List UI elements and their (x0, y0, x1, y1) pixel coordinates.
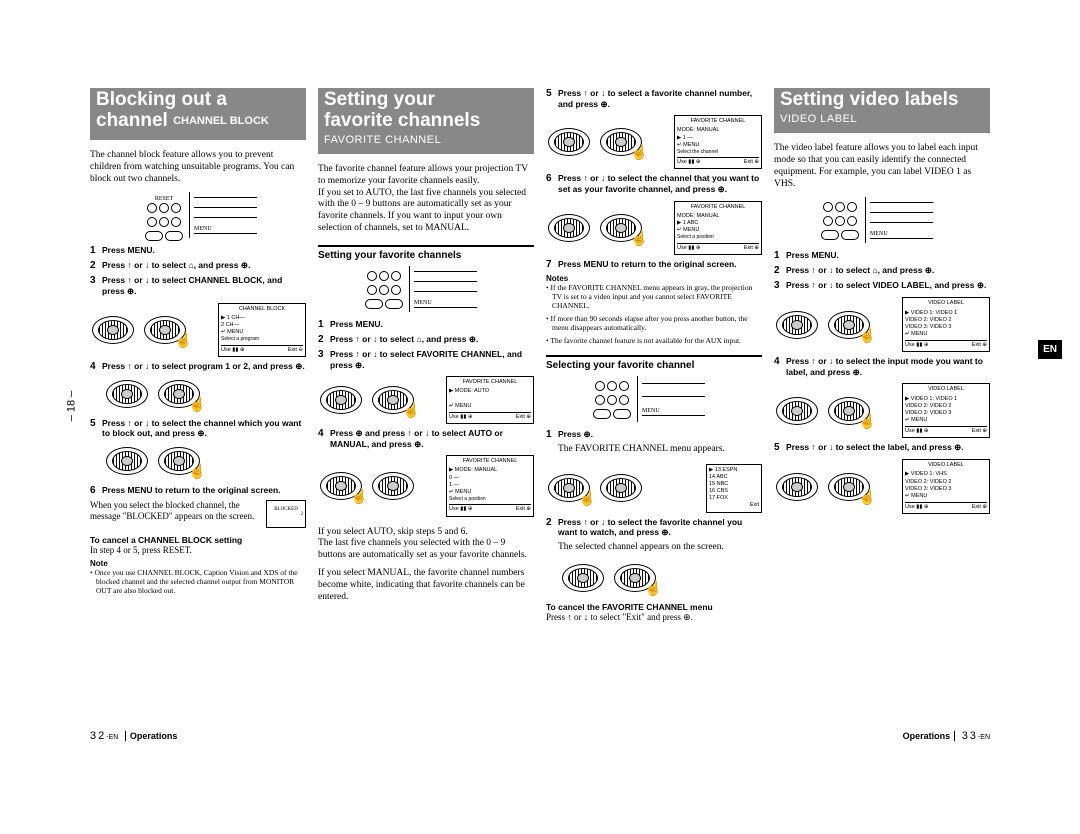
heading-channel-block: Blocking out a channel CHANNEL BLOCK (90, 88, 306, 140)
osd-favorite-manual: FAVORITE CHANNEL ▶ MODE: MANUAL 0 — 1 — … (446, 455, 534, 516)
auto-text: If you select AUTO, skip steps 5 and 6. … (318, 527, 534, 563)
intro-text: The favorite channel feature allows your… (318, 164, 534, 235)
step6-body: When you select the blocked channel, the… (90, 500, 260, 523)
osd-channel-block: CHANNEL BLOCK ▶ 1 CH— 2 CH— ↵ MENU Selec… (218, 303, 306, 357)
col-channel-block: Blocking out a channel CHANNEL BLOCK The… (90, 88, 306, 738)
osd-video3: VIDEO LABEL ▶ VIDEO 1: VHS VIDEO 2: VIDE… (902, 459, 990, 514)
osd-favorite-auto: FAVORITE CHANNEL ▶ MODE: AUTO ↵ MENU Use… (446, 376, 534, 424)
title-line2: favorite channels (324, 111, 528, 132)
cancel-fav-head: To cancel the FAVORITE CHANNEL menu (546, 602, 762, 612)
col-video-label: Setting video labels VIDEO LABEL The vid… (774, 88, 990, 738)
intro-text: The video label feature allows you to la… (774, 143, 990, 191)
subcap: VIDEO LABEL (780, 113, 984, 125)
remote-diagram: ☝ (90, 305, 188, 355)
osd-step6: FAVORITE CHANNEL MODE: MANUAL ▶ 1 ABC ↵ … (674, 201, 762, 255)
note-2: • If more than 90 seconds elapse after y… (546, 314, 762, 332)
title-line2: channel CHANNEL BLOCK (96, 111, 300, 132)
remote-diagram-step5: ☝ (546, 117, 644, 167)
title-line1: Setting your (324, 90, 528, 111)
cancel-fav-body: Press ↑ or ↓ to select "Exit" and press … (546, 612, 762, 623)
osd-select: ▶ 13 ESPN 14 ABC 15 NBC 16 CBS 17 FOX Ex… (706, 464, 762, 513)
osd-video1: VIDEO LABEL ▶ VIDEO 1: VIDEO 1 VIDEO 2: … (902, 297, 990, 352)
heading-favorite: Setting your favorite channels FAVORITE … (318, 88, 534, 154)
language-tab: EN (1038, 340, 1062, 359)
remote-diagram: ☝ (318, 378, 416, 422)
osd-step5: FAVORITE CHANNEL MODE: MANUAL ▶ 1 — ↵ ME… (674, 115, 762, 169)
subcap: FAVORITE CHANNEL (324, 134, 528, 146)
heading-video-label: Setting video labels VIDEO LABEL (774, 88, 990, 133)
step-sel1-body: The FAVORITE CHANNEL menu appears. (558, 444, 762, 456)
note-1: • If the FAVORITE CHANNEL menu appears i… (546, 283, 762, 310)
note-text: • Once you use CHANNEL BLOCK, Caption Vi… (90, 568, 306, 595)
title: Setting video labels (780, 90, 984, 111)
step-sel2-body: The selected channel appears on the scre… (558, 542, 762, 554)
footer-left: 32-EN Operations (90, 730, 177, 742)
remote-button-diagram: RESET MENU (138, 191, 258, 239)
steps-1to3: 1Press MENU. 2Press ↑ or ↓ to select ⌂, … (90, 245, 306, 296)
note-3: • The favorite channel feature is not av… (546, 336, 762, 345)
remote-diagram-step4: ☝ (318, 457, 416, 514)
hand-icon: ☝ (175, 333, 192, 350)
col-favorite-continued: 5Press ↑ or ↓ to select a favorite chann… (546, 88, 762, 738)
cancel-heading: To cancel a CHANNEL BLOCK setting (90, 535, 306, 545)
cancel-body: In step 4 or 5, press RESET. (90, 545, 306, 555)
footer-right: Operations 33-EN (903, 730, 990, 742)
osd-video2: VIDEO LABEL ▶ VIDEO 1: VIDEO 1 VIDEO 2: … (902, 383, 990, 438)
intro-text: The channel block feature allows you to … (90, 150, 306, 186)
remote-diagram-step4: ☝ (104, 376, 306, 412)
notes-heading: Notes (546, 274, 762, 283)
spine-page-number: – 18 – (65, 391, 77, 422)
osd-blocked: BLOCKED2 (266, 500, 306, 528)
remote-diagram-step5: ☝ (104, 443, 306, 479)
title-line1: Blocking out a (96, 90, 300, 111)
manual-text: If you select MANUAL, the favorite chann… (318, 568, 534, 604)
remote-button-diagram: MENU (358, 265, 478, 313)
col-favorite-set: Setting your favorite channels FAVORITE … (318, 88, 534, 738)
subheading-setting: Setting your favorite channels (318, 245, 534, 261)
subheading-selecting: Selecting your favorite channel (546, 355, 762, 371)
note-heading: Note (90, 559, 306, 568)
manual-spread: Blocking out a channel CHANNEL BLOCK The… (90, 88, 990, 738)
